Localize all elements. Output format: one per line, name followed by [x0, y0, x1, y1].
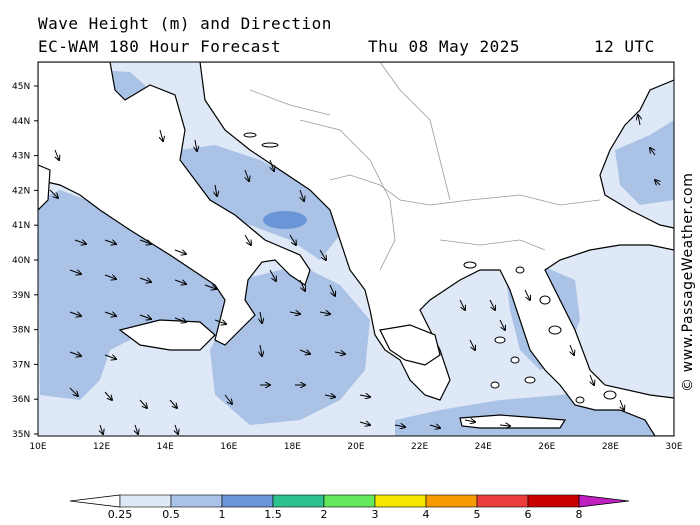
model-label: EC-WAM 180 Hour Forecast: [38, 37, 282, 56]
lat-tick-label: 36N: [12, 395, 30, 405]
wave-direction-arrows: [49, 115, 660, 434]
lat-tick-label: 45N: [12, 82, 30, 92]
land-crete: [459, 414, 567, 429]
longitude-axis: 10E 12E 14E 16E 18E 20E 22E 24E 26E 28E 30E: [29, 442, 682, 452]
map-frame: [37, 61, 675, 437]
colorbar-tick-label: 1: [218, 508, 226, 521]
colorbar-min-triangle: [69, 494, 121, 508]
land-sicily: [118, 319, 216, 351]
lat-tick-label: 43N: [12, 152, 30, 162]
land-peloponnese: [379, 324, 441, 366]
land-balkans-greece-turkey: [199, 62, 674, 436]
lon-tick-label: 22E: [411, 442, 428, 452]
colorbar-tick-label: 2: [320, 508, 328, 521]
map-plot-area: [38, 62, 674, 436]
colorbar-tick-label: 8: [575, 508, 583, 521]
lon-tick-label: 14E: [157, 442, 174, 452]
lon-tick-label: 12E: [93, 442, 110, 452]
colorbar-segment: [221, 494, 274, 508]
colorbar-tick-label: 3: [371, 508, 379, 521]
lon-tick-label: 24E: [475, 442, 492, 452]
colorbar-segment: [170, 494, 223, 508]
lat-tick-label: 38N: [12, 326, 30, 336]
lat-tick-label: 44N: [12, 117, 30, 127]
colorbar-tick-label: 1.5: [264, 508, 282, 521]
lon-tick-label: 18E: [284, 442, 301, 452]
lon-tick-label: 26E: [538, 442, 555, 452]
landmasses: [38, 62, 674, 436]
colorbar-segment: [374, 494, 427, 508]
lon-tick-label: 28E: [602, 442, 619, 452]
forecast-time: 12 UTC: [594, 37, 655, 56]
lat-tick-label: 42N: [12, 186, 30, 196]
lon-tick-label: 10E: [29, 442, 46, 452]
lat-tick-label: 39N: [12, 291, 30, 301]
wave-zone-tyrrhenian: [38, 190, 245, 400]
lat-tick-label: 40N: [12, 256, 30, 266]
lon-tick-label: 16E: [220, 442, 237, 452]
colorbar-segment: [119, 494, 172, 508]
colorbar-tick-label: 4: [422, 508, 430, 521]
forecast-date: Thu 08 May 2025: [368, 37, 520, 56]
wave-zone-adriatic: [180, 145, 340, 260]
lon-tick-label: 20E: [347, 442, 364, 452]
lat-tick-label: 35N: [12, 430, 30, 440]
colorbar-segment: [323, 494, 376, 508]
wave-zone-ionian: [210, 265, 370, 425]
lat-tick-label: 41N: [12, 221, 30, 231]
colorbar-segment: [425, 494, 478, 508]
latitude-axis: 45N 44N 43N 42N 41N 40N 39N 38N 37N 36N 35N: [12, 82, 38, 440]
wave-zone-peak: [263, 211, 307, 229]
lon-tick-label: 30E: [665, 442, 682, 452]
land-sardinia: [38, 164, 51, 211]
colorbar: [69, 494, 630, 508]
map-title: Wave Height (m) and Direction: [38, 14, 332, 33]
colorbar-tick-label: 0.25: [107, 508, 133, 521]
country-borders: [249, 62, 601, 271]
copyright-text: © www.PassageWeather.com: [680, 172, 696, 392]
colorbar-tick-label: 5: [473, 508, 481, 521]
colorbar-tick-label: 0.5: [162, 508, 180, 521]
colorbar-max-triangle: [578, 494, 630, 508]
colorbar-segment: [527, 494, 580, 508]
colorbar-tick-label: 6: [524, 508, 532, 521]
colorbar-segment: [476, 494, 529, 508]
aegean-islands: [243, 132, 617, 404]
lat-tick-label: 37N: [12, 360, 30, 370]
colorbar-segment: [272, 494, 325, 508]
